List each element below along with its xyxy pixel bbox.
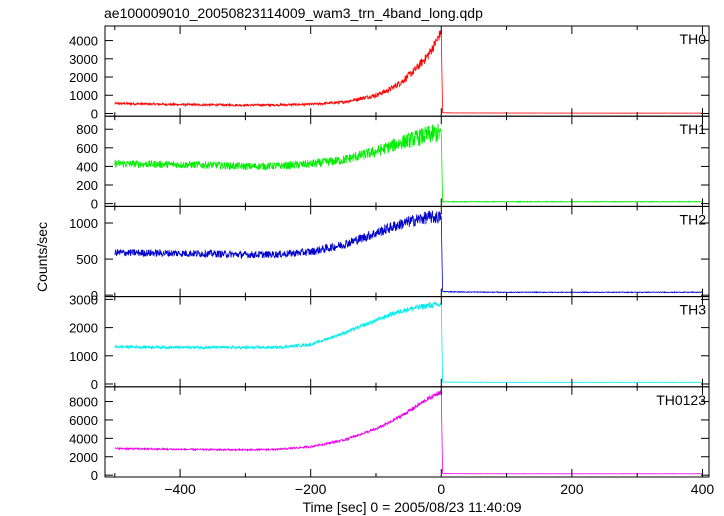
panel-frame-th1	[104, 115, 710, 207]
series-label-th1: TH1	[680, 121, 707, 137]
y-tick-label-th0: 3000	[69, 52, 98, 67]
y-tick-label-th0123: 2000	[69, 450, 98, 465]
y-tick-label-th0123: 6000	[69, 413, 98, 428]
y-tick-label-th1: 0	[91, 197, 98, 212]
y-tick-label-th1: 400	[76, 159, 98, 174]
y-tick-label-th3: 2000	[69, 321, 98, 336]
series-line-th0123	[114, 390, 703, 475]
y-tick-label-th3: 1000	[69, 349, 98, 364]
panel-frame-th0	[104, 25, 710, 117]
y-tick-label-th2: 1000	[69, 216, 98, 231]
series-label-th0123: TH0123	[656, 392, 706, 408]
panels-group: 0 1000 2000 3000 4000 TH0 0 200 400 600 800 TH1 0 500…	[69, 25, 710, 483]
panel-th1: 0 200 400 600 800 TH1	[76, 115, 710, 212]
y-tick-label-th0123: 8000	[69, 395, 98, 410]
panel-th0: 0 1000 2000 3000 4000 TH0	[69, 25, 710, 121]
y-tick-label-th1: 600	[76, 141, 98, 156]
y-tick-label-th2: 500	[76, 252, 98, 267]
panel-frame-th0123	[104, 386, 710, 478]
x-tick-label: 400	[691, 481, 715, 497]
y-tick-label-th3: 0	[91, 377, 98, 392]
x-tick-label: 0	[437, 481, 445, 497]
series-line-th1	[114, 123, 703, 204]
y-tick-label-th1: 800	[76, 122, 98, 137]
y-tick-label-th0123: 0	[91, 468, 98, 483]
y-tick-label-th0: 0	[91, 106, 98, 121]
y-tick-label-th2: 0	[91, 288, 98, 303]
y-tick-label-th3: 3000	[69, 292, 98, 307]
x-tick-label: 200	[560, 481, 584, 497]
series-line-th2	[114, 210, 703, 294]
y-tick-label-th0: 4000	[69, 34, 98, 49]
y-tick-label-th0: 2000	[69, 70, 98, 85]
x-axis: −400 −200 0 200 400	[164, 481, 714, 497]
panel-th0123: 0 2000 4000 6000 8000 TH0123	[69, 386, 710, 483]
chart-title: ae100009010_20050823114009_wam3_trn_4ban…	[104, 5, 483, 21]
y-axis-label: Counts/sec	[34, 222, 50, 292]
x-tick-label: −400	[164, 481, 196, 497]
y-tick-label-th0: 1000	[69, 88, 98, 103]
series-line-th3	[114, 301, 703, 383]
x-axis-label: Time [sec] 0 = 2005/08/23 11:40:09	[302, 499, 521, 515]
series-label-th2: TH2	[680, 211, 707, 227]
y-tick-label-th0123: 4000	[69, 431, 98, 446]
series-line-th0	[114, 30, 703, 114]
x-tick-label: −200	[295, 481, 327, 497]
series-label-th3: TH3	[680, 302, 707, 318]
series-label-th0: TH0	[680, 31, 707, 47]
panel-th2: 0 500 1000 TH2	[69, 205, 710, 303]
panel-th3: 0 1000 2000 3000 TH3	[69, 292, 710, 392]
y-tick-label-th1: 200	[76, 178, 98, 193]
